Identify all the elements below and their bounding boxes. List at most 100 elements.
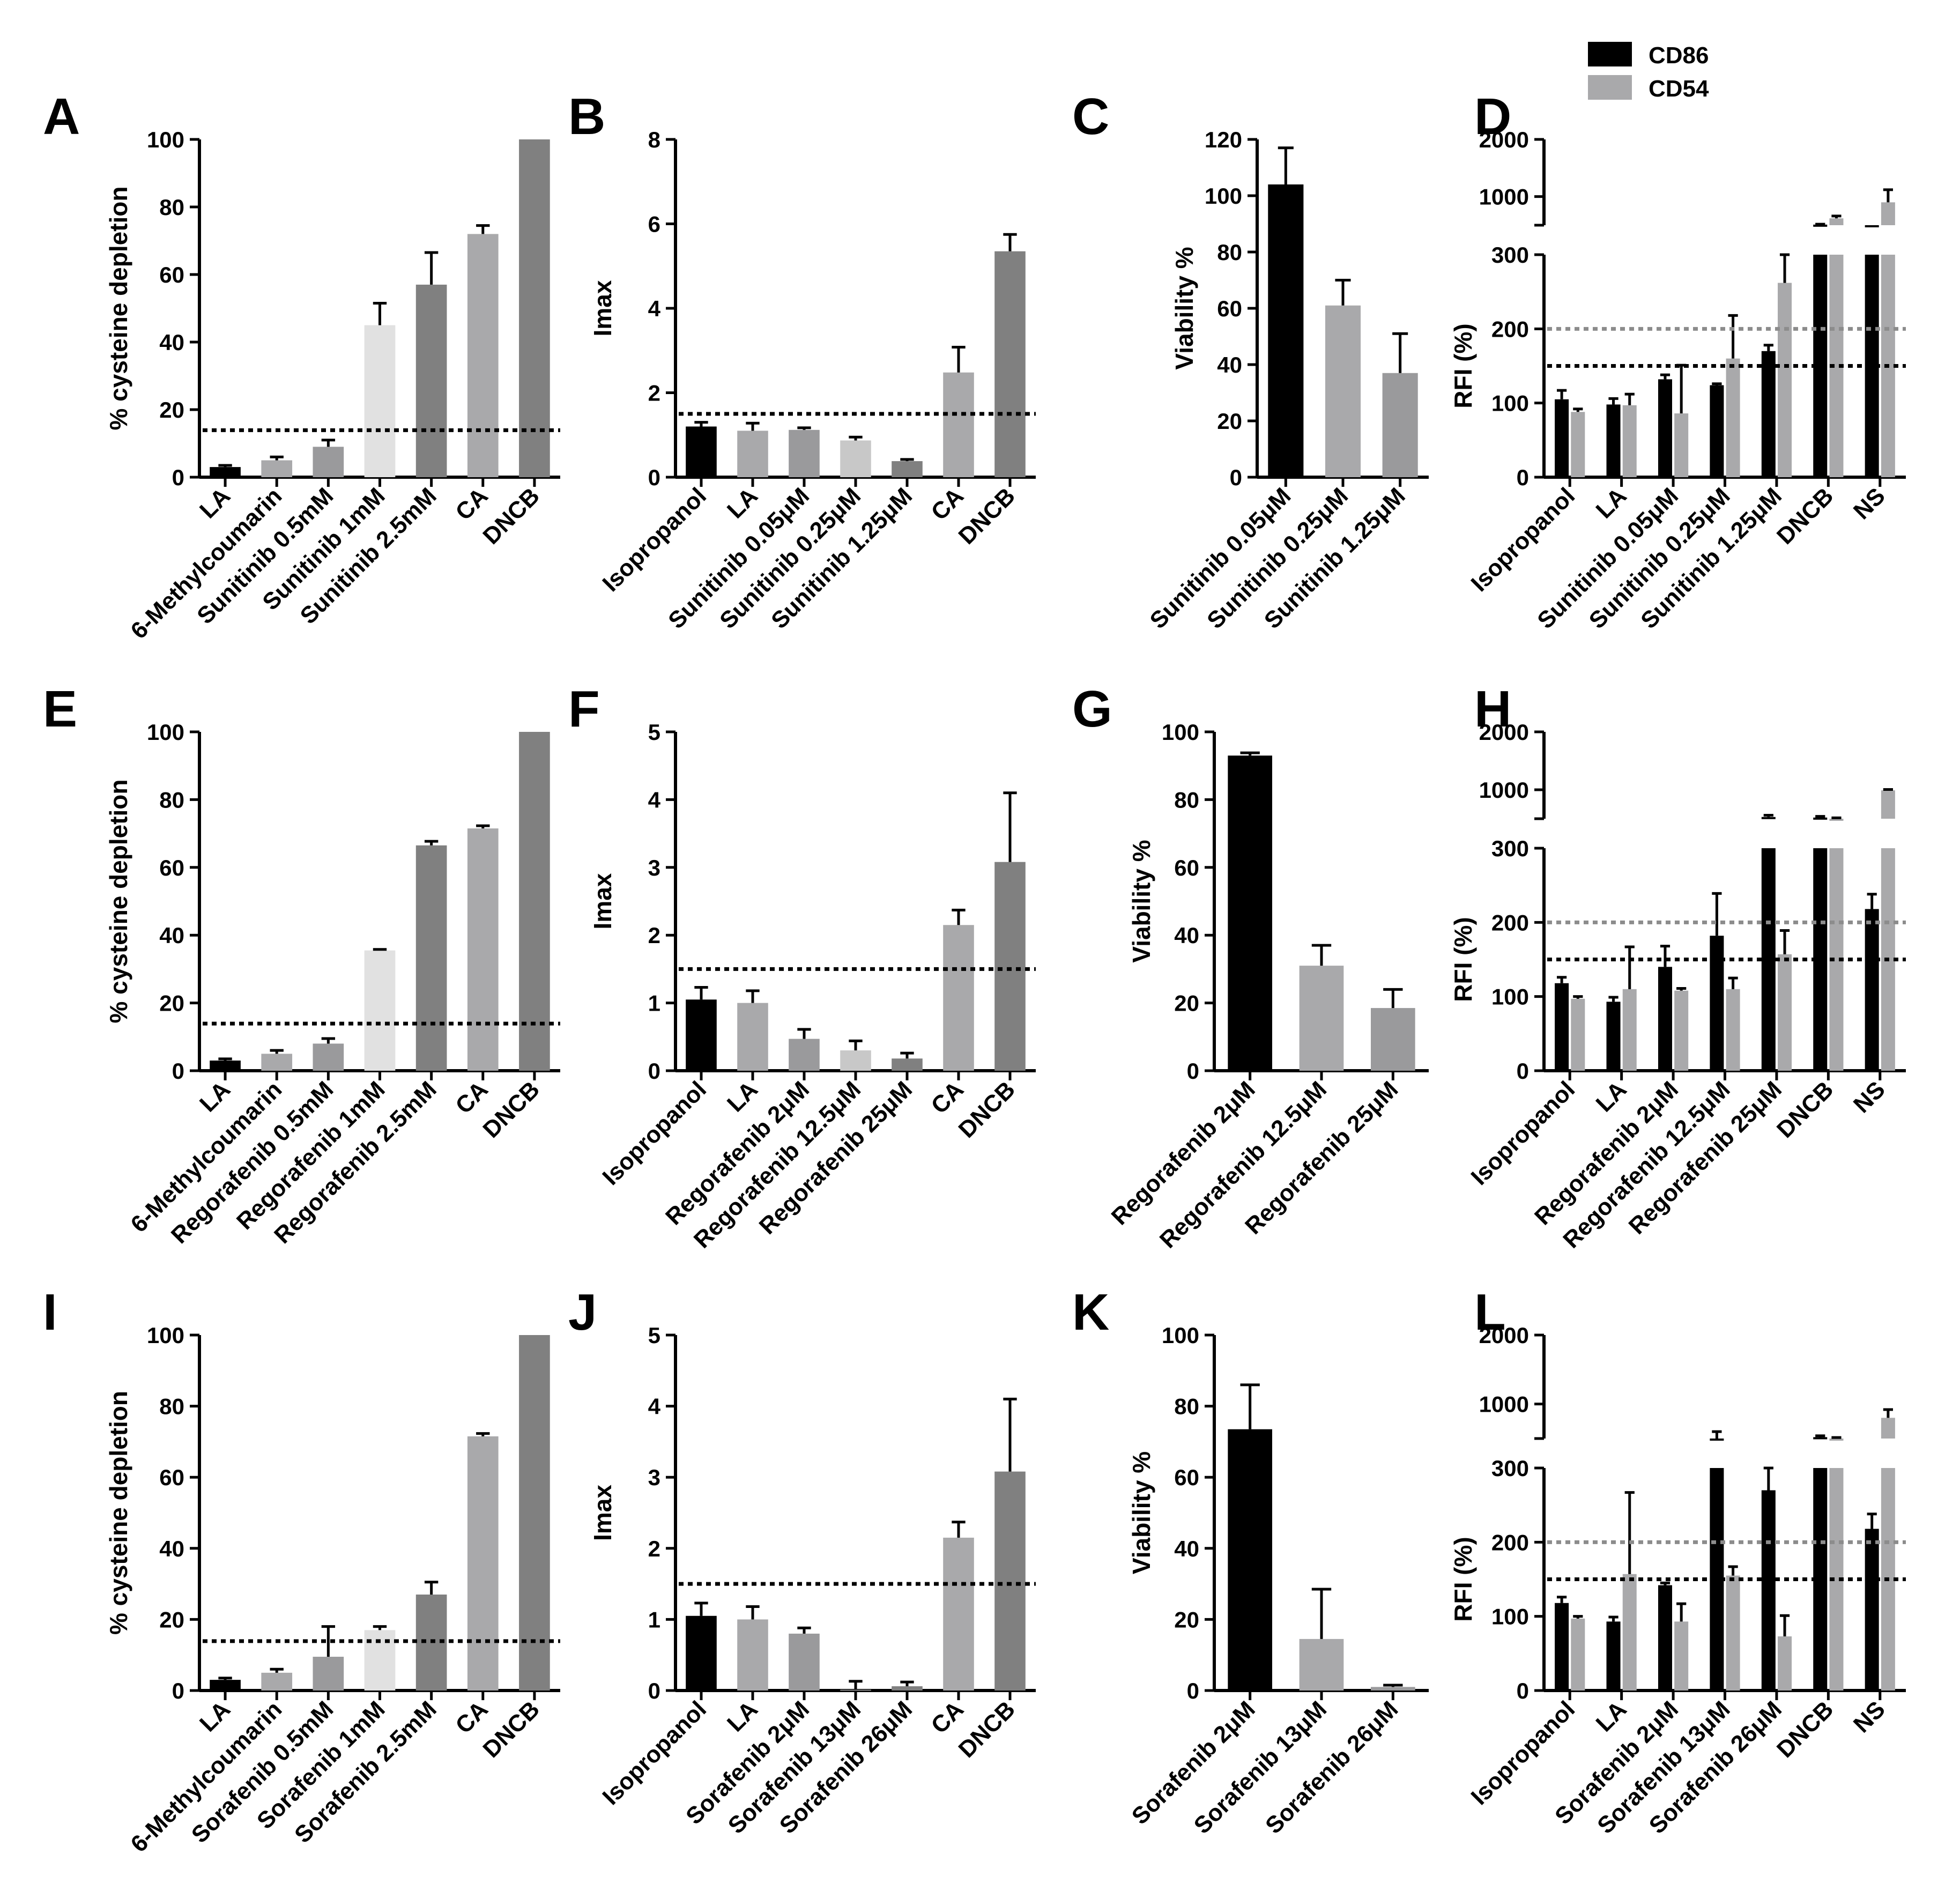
y-tick-label: 20: [159, 397, 184, 422]
bar-regorafenib-1mm: [364, 950, 396, 1071]
y-tick-label: 1000: [1479, 184, 1529, 210]
bar-la: [737, 431, 768, 477]
y-tick-label: 4: [648, 1394, 661, 1419]
y-tick-label: 80: [159, 1394, 184, 1419]
x-tick-label: Sorafenib 13μM: [1189, 1696, 1332, 1838]
y-tick-label: 100: [1491, 1604, 1529, 1629]
y-tick-label: 0: [172, 465, 184, 490]
bar-cd54-regorafenib-25um: [1778, 954, 1792, 1071]
x-tick-label: CA: [926, 1076, 969, 1119]
y-tick-label: 20: [1174, 991, 1199, 1016]
x-tick-label: LA: [722, 1696, 763, 1737]
bar-upper-cd54-ns: [1881, 202, 1895, 225]
x-tick-label: DNCB: [478, 1696, 545, 1763]
y-tick-label: 2000: [1479, 127, 1529, 152]
y-axis-label: RFI (%): [1449, 1537, 1477, 1621]
y-tick-label: 80: [1174, 1394, 1199, 1419]
bar-upper-cd54-dncb: [1829, 218, 1844, 225]
x-tick-label: LA: [195, 1076, 235, 1117]
bar-ca: [467, 234, 499, 477]
bar-regorafenib-25um: [1371, 1008, 1415, 1071]
x-tick-label: Isopropanol: [597, 1076, 711, 1190]
bar-dncb: [519, 139, 550, 477]
bar-la: [210, 1680, 241, 1691]
x-tick-label: NS: [1848, 1696, 1890, 1738]
bar-cd54-isopropanol: [1571, 1618, 1585, 1691]
bar-cd54-sorafenib-26um: [1778, 1636, 1792, 1691]
y-tick-label: 100: [147, 1323, 184, 1348]
y-tick-label: 80: [159, 787, 184, 812]
bar-sorafenib-13um: [840, 1689, 871, 1691]
bar-cd54-regorafenib-12-5um: [1726, 989, 1740, 1071]
bar-sorafenib-0-5mm: [313, 1657, 344, 1691]
y-tick-label: 2: [648, 1536, 660, 1561]
bar-sunitinib-0-05um: [789, 429, 820, 477]
y-tick-label: 3: [648, 1465, 660, 1490]
y-tick-label: 2: [648, 923, 660, 948]
x-tick-label: NS: [1848, 483, 1890, 524]
x-tick-label: DNCB: [954, 483, 1021, 550]
bar-upper-cd54-dncb: [1829, 1439, 1844, 1441]
y-tick-label: 20: [1174, 1607, 1199, 1632]
y-tick-label: 60: [1174, 1465, 1199, 1490]
legend-label-cd54: CD54: [1649, 76, 1709, 102]
y-tick-label: 8: [648, 127, 660, 152]
bar-cd54-sunitinib-0-25um: [1726, 358, 1740, 477]
x-tick-label: Sorafenib 2μM: [1127, 1696, 1260, 1829]
bar-upper-cd86-dncb: [1813, 817, 1828, 820]
bar-ca: [943, 925, 974, 1071]
bar-dncb: [519, 732, 550, 1071]
panel-letter: G: [1072, 680, 1112, 738]
x-tick-label: DNCB: [478, 1076, 545, 1143]
bar-cd54-isopropanol: [1571, 998, 1585, 1071]
x-tick-label: DNCB: [1772, 1696, 1839, 1763]
y-tick-label: 0: [1187, 1058, 1199, 1084]
y-axis-label: Imax: [589, 1485, 617, 1541]
y-tick-label: 0: [1230, 465, 1242, 490]
x-tick-label: Isopropanol: [1466, 483, 1580, 597]
bar-cd86-la: [1606, 404, 1621, 477]
x-tick-label: DNCB: [1772, 483, 1839, 550]
panel-k-chart: K 0 20 40 60 80 100 Viability % Sorafenib 2μMSor…: [1072, 1284, 1429, 1839]
y-tick-label: 60: [1174, 855, 1199, 880]
bar-sorafenib-26um: [892, 1686, 923, 1691]
y-tick-label: 60: [159, 855, 184, 880]
y-axis-label: Imax: [589, 280, 617, 336]
bar-cd86-sorafenib-26um: [1761, 1490, 1776, 1691]
x-tick-label: LA: [1591, 1076, 1632, 1117]
y-tick-label: 60: [1217, 296, 1242, 321]
y-axis-label: RFI (%): [1449, 323, 1477, 408]
bar-regorafenib-12-5um: [840, 1050, 871, 1071]
y-tick-label: 40: [1217, 352, 1242, 377]
y-tick-label: 4: [648, 787, 661, 812]
bar-cd54-sorafenib-13um: [1726, 1575, 1740, 1691]
y-tick-label: 100: [147, 127, 184, 152]
y-axis-label: Imax: [589, 873, 617, 929]
y-tick-label: 100: [1491, 984, 1529, 1010]
y-tick-label: 100: [1162, 1323, 1199, 1348]
bar-upper-cd54-ns: [1881, 790, 1895, 819]
x-tick-label: CA: [450, 483, 493, 525]
bar-dncb: [519, 1335, 550, 1691]
y-tick-label: 0: [172, 1058, 184, 1084]
y-tick-label: 0: [1517, 1058, 1529, 1084]
y-tick-label: 1: [648, 991, 660, 1016]
y-axis-label: % cysteine depletion: [105, 186, 132, 430]
bar-cd54-la: [1622, 989, 1637, 1071]
panel-letter: C: [1072, 88, 1109, 145]
y-tick-label: 40: [159, 923, 184, 948]
bar-sunitinib-0-25um: [1325, 305, 1361, 477]
x-tick-label: DNCB: [1772, 1076, 1839, 1143]
y-axis-label: Viability %: [1127, 840, 1155, 962]
y-tick-label: 2: [648, 381, 660, 406]
y-tick-label: 3: [648, 855, 660, 880]
bar-la: [737, 1619, 768, 1691]
y-tick-label: 20: [159, 1607, 184, 1632]
y-tick-label: 0: [1517, 1678, 1529, 1703]
bar-cd86-isopropanol: [1555, 399, 1569, 477]
y-tick-label: 0: [648, 465, 660, 490]
